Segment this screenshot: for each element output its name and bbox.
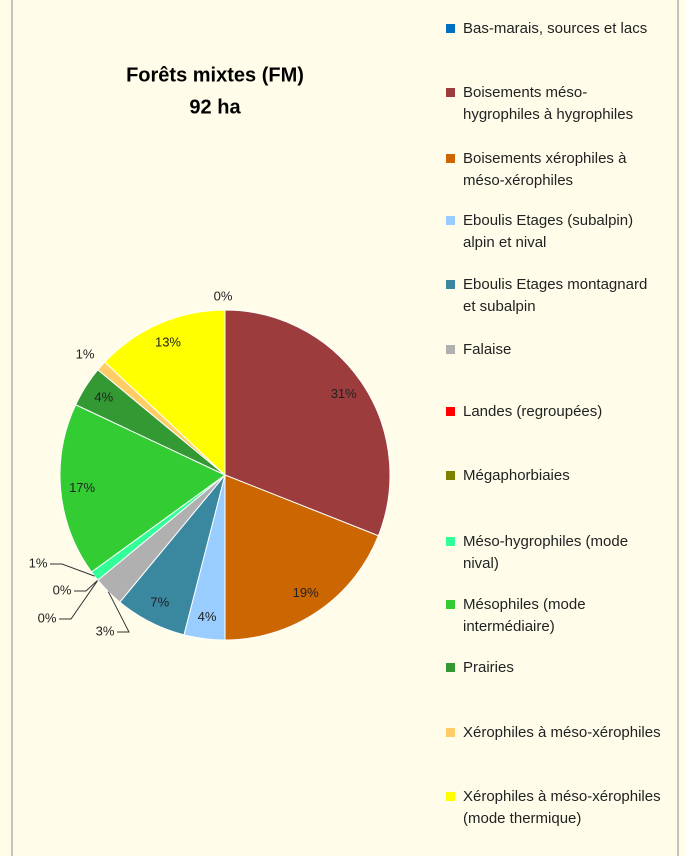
legend-label: Méso-hygrophiles (mode nival) — [463, 533, 629, 572]
data-label: 13% — [155, 335, 181, 350]
leader-line — [107, 591, 130, 633]
legend-swatch — [446, 600, 455, 609]
data-label: 3% — [96, 623, 115, 638]
legend-entry: Méso-hygrophiles (mode nival) — [446, 531, 661, 575]
data-label: 7% — [150, 594, 169, 609]
legend-label: Boisements xérophiles à méso-xérophiles — [463, 150, 627, 189]
legend-label: Xérophiles à méso-xérophiles — [463, 724, 661, 741]
data-label: 0% — [214, 288, 233, 303]
legend-label: Eboulis Etages montagnard et subalpin — [463, 276, 648, 315]
data-label: 1% — [76, 346, 95, 361]
data-label: 1% — [29, 555, 48, 570]
chart-title: Forêts mixtes (FM) — [126, 64, 304, 86]
legend-entry: Eboulis Etages montagnard et subalpin — [446, 274, 661, 318]
leader-line — [50, 563, 95, 577]
legend-swatch — [446, 663, 455, 672]
legend-entry: Boisements méso-hygrophiles à hygrophile… — [446, 82, 661, 126]
legend-swatch — [446, 280, 455, 289]
legend-label: Mégaphorbiaies — [463, 467, 570, 484]
legend-label: Landes (regroupées) — [463, 403, 603, 420]
legend-swatch — [446, 792, 455, 801]
legend-entry: Eboulis Etages (subalpin) alpin et nival — [446, 210, 661, 254]
legend-swatch — [446, 88, 455, 97]
legend-swatch — [446, 345, 455, 354]
legend-entry: Prairies — [446, 657, 661, 679]
data-label: 31% — [331, 386, 357, 401]
legend-label: Boisements méso-hygrophiles à hygrophile… — [463, 84, 634, 123]
legend-entry: Bas-marais, sources et lacs — [446, 18, 661, 40]
legend-entry: Xérophiles à méso-xérophiles (mode therm… — [446, 786, 661, 830]
legend-entry: Falaise — [446, 339, 661, 361]
legend-entry: Mésophiles (mode intermédiaire) — [446, 594, 661, 638]
leader-line — [59, 579, 99, 620]
frame — [11, 0, 679, 856]
legend-swatch — [446, 537, 455, 546]
chart-subtitle: 92 ha — [189, 96, 241, 118]
legend-swatch — [446, 728, 455, 737]
pie-slice — [224, 309, 391, 537]
legend-label: Prairies — [463, 659, 514, 676]
legend-entry: Boisements xérophiles à méso-xérophiles — [446, 148, 661, 192]
legend-label: Mésophiles (mode intermédiaire) — [463, 596, 586, 635]
legend-swatch — [446, 154, 455, 163]
legend-swatch — [446, 24, 455, 33]
legend-swatch — [446, 216, 455, 225]
legend-label: Xérophiles à méso-xérophiles (mode therm… — [463, 788, 661, 827]
legend-label: Bas-marais, sources et lacs — [463, 20, 648, 37]
legend-entry: Landes (regroupées) — [446, 401, 661, 423]
pie-slice — [224, 474, 380, 641]
legend-entry: Mégaphorbiaies — [446, 465, 661, 487]
data-label: 4% — [94, 390, 113, 405]
legend-entry: Xérophiles à méso-xérophiles — [446, 722, 661, 744]
data-label: 4% — [198, 609, 217, 624]
data-label: 0% — [38, 610, 57, 625]
pie-slice — [104, 309, 226, 477]
data-label: 19% — [293, 585, 319, 600]
legend-label: Falaise — [463, 341, 512, 358]
data-label: 0% — [53, 582, 72, 597]
legend-swatch — [446, 407, 455, 416]
legend-swatch — [446, 471, 455, 480]
leader-line — [74, 579, 99, 592]
legend-label: Eboulis Etages (subalpin) alpin et nival — [463, 212, 634, 251]
data-label: 17% — [69, 480, 95, 495]
pie-slice — [59, 404, 226, 573]
